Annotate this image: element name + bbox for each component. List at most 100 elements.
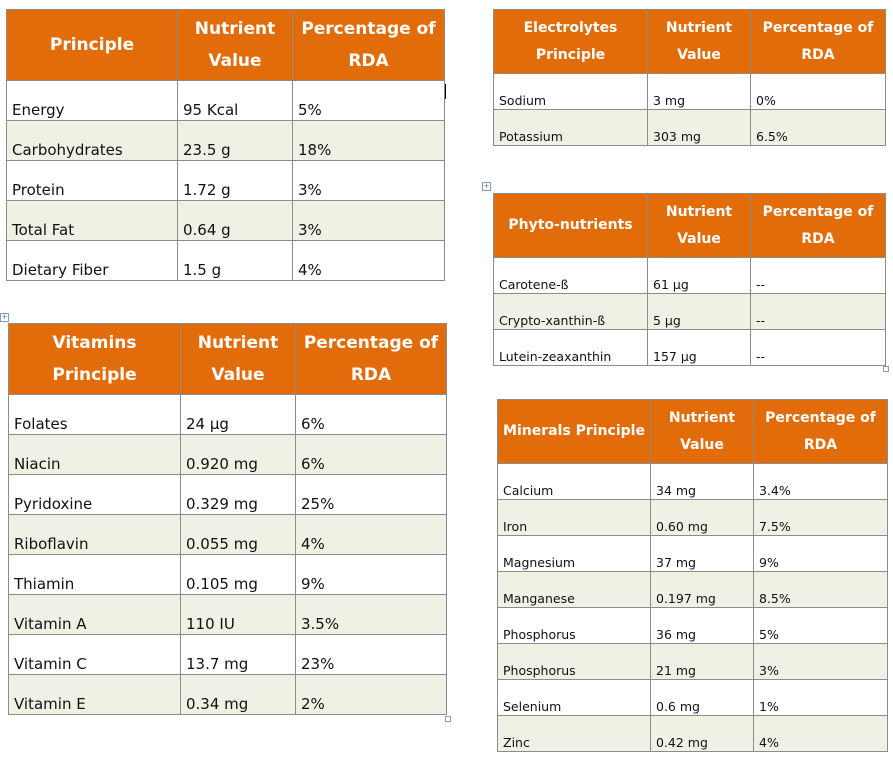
nutrient-value-cell[interactable]: 0.197 mg [650, 571, 754, 608]
nutrient-value-cell[interactable]: 21 mg [650, 643, 754, 680]
rda-percent-cell[interactable]: 2% [295, 674, 447, 715]
rda-percent-cell[interactable]: 3.5% [295, 594, 447, 635]
nutrient-value-cell[interactable]: 0.055 mg [180, 514, 296, 555]
nutrient-value-cell[interactable]: 0.64 g [177, 200, 293, 241]
nutrient-value-cell[interactable]: 0.920 mg [180, 434, 296, 475]
rda-percent-cell[interactable]: 9% [295, 554, 447, 595]
rda-percent-cell[interactable]: 3% [292, 200, 445, 241]
rda-percent-cell[interactable]: 6% [295, 394, 447, 435]
table-resize-handle-icon[interactable] [883, 366, 889, 372]
nutrient-value-cell[interactable]: 1.5 g [177, 240, 293, 281]
table-move-handle-icon[interactable]: + [0, 313, 9, 322]
rda-percent-cell[interactable]: 0% [750, 73, 886, 110]
nutrient-value-cell[interactable]: 24 µg [180, 394, 296, 435]
rda-percent-cell[interactable]: 4% [292, 240, 445, 281]
table-resize-handle-icon[interactable] [445, 716, 451, 722]
nutrient-value-cell[interactable]: 36 mg [650, 607, 754, 644]
nutrient-name-cell[interactable]: Pyridoxine [8, 474, 181, 515]
table-row: Iron 0.60 mg 7.5% [497, 499, 888, 536]
percentage-rda-header: Percentage of RDA [295, 323, 447, 395]
nutrient-value-cell[interactable]: 5 µg [647, 293, 751, 330]
nutrient-value-cell[interactable]: 13.7 mg [180, 634, 296, 675]
nutrient-value-cell[interactable]: 23.5 g [177, 120, 293, 161]
rda-percent-cell[interactable]: 7.5% [753, 499, 888, 536]
nutrient-value-cell[interactable]: 0.105 mg [180, 554, 296, 595]
nutrient-value-cell[interactable]: 157 µg [647, 329, 751, 366]
rda-percent-cell[interactable]: 4% [295, 514, 447, 555]
nutrient-name-cell[interactable]: Iron [497, 499, 651, 536]
rda-percent-cell[interactable]: 1% [753, 679, 888, 716]
rda-percent-cell[interactable]: 5% [292, 80, 445, 121]
table-row: Riboflavin 0.055 mg 4% [8, 514, 447, 555]
principle-header: Principle [6, 9, 178, 81]
nutrient-name-cell[interactable]: Phosphorus [497, 643, 651, 680]
nutrient-name-cell[interactable]: Carbohydrates [6, 120, 178, 161]
rda-percent-cell[interactable]: 9% [753, 535, 888, 572]
table-row: Vitamin A 110 IU 3.5% [8, 594, 447, 635]
nutrient-name-cell[interactable]: Thiamin [8, 554, 181, 595]
nutrient-name-cell[interactable]: Zinc [497, 715, 651, 752]
rda-percent-cell[interactable]: 5% [753, 607, 888, 644]
nutrient-name-cell[interactable]: Crypto-xanthin-ß [493, 293, 648, 330]
electrolytes-table: Electrolytes Principle Nutrient Value Perc… [493, 9, 886, 146]
rda-percent-cell[interactable]: 4% [753, 715, 888, 752]
nutrient-name-cell[interactable]: Potassium [493, 109, 648, 146]
nutrient-value-cell[interactable]: 110 IU [180, 594, 296, 635]
nutrient-name-cell[interactable]: Vitamin E [8, 674, 181, 715]
nutrient-value-cell[interactable]: 34 mg [650, 463, 754, 500]
nutrient-name-cell[interactable]: Riboflavin [8, 514, 181, 555]
rda-percent-cell[interactable]: 3% [753, 643, 888, 680]
nutrient-value-cell[interactable]: 0.60 mg [650, 499, 754, 536]
rda-percent-cell[interactable]: 8.5% [753, 571, 888, 608]
rda-percent-cell[interactable]: -- [750, 257, 886, 294]
nutrient-name-cell[interactable]: Phosphorus [497, 607, 651, 644]
table-row: Carbohydrates 23.5 g 18% [6, 120, 445, 161]
phyto-table: Phyto-nutrients Nutrient Value Percentage … [493, 193, 886, 366]
nutrient-name-cell[interactable]: Protein [6, 160, 178, 201]
table-row: Dietary Fiber 1.5 g 4% [6, 240, 445, 281]
nutrient-value-cell[interactable]: 0.6 mg [650, 679, 754, 716]
table-row: Thiamin 0.105 mg 9% [8, 554, 447, 595]
principle-table: Principle Nutrient Value Percentage of RDA… [6, 9, 445, 281]
nutrient-name-cell[interactable]: Manganese [497, 571, 651, 608]
nutrient-name-cell[interactable]: Energy [6, 80, 178, 121]
nutrient-name-cell[interactable]: Total Fat [6, 200, 178, 241]
nutrient-name-cell[interactable]: Folates [8, 394, 181, 435]
nutrient-name-cell[interactable]: Niacin [8, 434, 181, 475]
table-move-handle-icon[interactable]: + [482, 182, 491, 191]
nutrient-value-cell[interactable]: 95 Kcal [177, 80, 293, 121]
minerals-table: Minerals Principle Nutrient Value Percenta… [497, 399, 888, 752]
nutrient-value-cell[interactable]: 1.72 g [177, 160, 293, 201]
nutrient-value-cell[interactable]: 303 mg [647, 109, 751, 146]
rda-percent-cell[interactable]: 3% [292, 160, 445, 201]
rda-percent-cell[interactable]: 23% [295, 634, 447, 675]
rda-percent-cell[interactable]: -- [750, 293, 886, 330]
nutrient-value-cell[interactable]: 0.329 mg [180, 474, 296, 515]
nutrient-name-cell[interactable]: Vitamin A [8, 594, 181, 635]
rda-percent-cell[interactable]: 25% [295, 474, 447, 515]
table-row: Magnesium 37 mg 9% [497, 535, 888, 572]
nutrient-name-cell[interactable]: Carotene-ß [493, 257, 648, 294]
table-row: Niacin 0.920 mg 6% [8, 434, 447, 475]
nutrient-name-cell[interactable]: Calcium [497, 463, 651, 500]
rda-percent-cell[interactable]: 18% [292, 120, 445, 161]
rda-percent-cell[interactable]: 3.4% [753, 463, 888, 500]
nutrient-name-cell[interactable]: Selenium [497, 679, 651, 716]
nutrient-value-cell[interactable]: 0.42 mg [650, 715, 754, 752]
nutrient-name-cell[interactable]: Magnesium [497, 535, 651, 572]
nutrient-value-cell[interactable]: 37 mg [650, 535, 754, 572]
nutrient-value-header: Nutrient Value [650, 399, 754, 464]
rda-percent-cell[interactable]: -- [750, 329, 886, 366]
nutrient-value-cell[interactable]: 61 µg [647, 257, 751, 294]
text-cursor [445, 84, 446, 99]
nutrient-value-cell[interactable]: 3 mg [647, 73, 751, 110]
rda-percent-cell[interactable]: 6% [295, 434, 447, 475]
nutrient-name-cell[interactable]: Vitamin C [8, 634, 181, 675]
nutrient-name-cell[interactable]: Dietary Fiber [6, 240, 178, 281]
rda-percent-cell[interactable]: 6.5% [750, 109, 886, 146]
principle-header: Phyto-nutrients [493, 193, 648, 258]
nutrient-name-cell[interactable]: Lutein-zeaxanthin [493, 329, 648, 366]
nutrient-value-cell[interactable]: 0.34 mg [180, 674, 296, 715]
nutrient-name-cell[interactable]: Sodium [493, 73, 648, 110]
table-row: Phosphorus 21 mg 3% [497, 643, 888, 680]
